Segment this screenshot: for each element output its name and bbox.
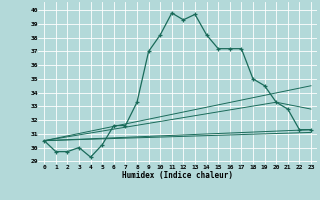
X-axis label: Humidex (Indice chaleur): Humidex (Indice chaleur) bbox=[122, 171, 233, 180]
